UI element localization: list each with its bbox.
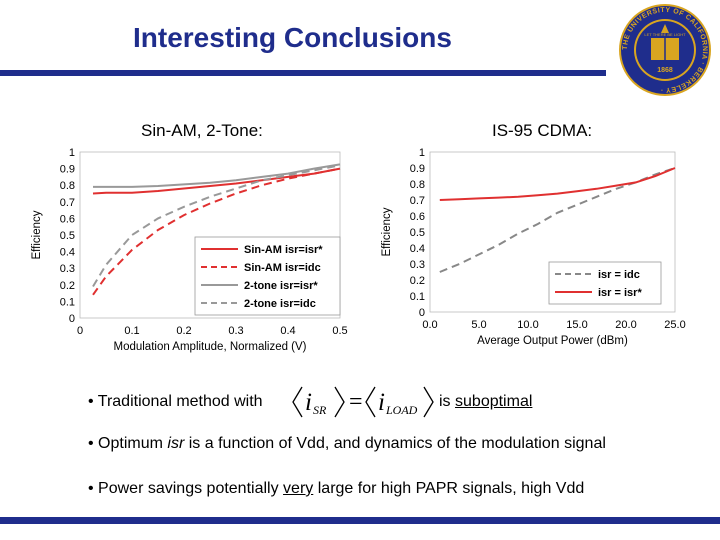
y-tick-label: 0.7 <box>60 197 75 209</box>
chart-caption-cdma: IS-95 CDMA: <box>492 121 593 140</box>
y-tick-label: 0.8 <box>60 180 75 192</box>
formula-lhs: i <box>305 389 312 416</box>
x-tick-label: 0.2 <box>176 325 191 337</box>
bullet2-suffix: is a function of Vdd, and dynamics of th… <box>188 435 606 452</box>
legend-box <box>548 261 662 305</box>
y-tick-label: 0.1 <box>410 291 425 303</box>
legend-entry: isr = idc <box>598 269 640 281</box>
y-tick-label: 0 <box>69 313 75 325</box>
legend-entry: 2-tone isr=isr* <box>244 280 318 292</box>
y-tick-label: 0.5 <box>60 230 75 242</box>
series-line-3 <box>93 163 341 188</box>
cdma-efficiency-chart: 00.10.20.30.40.50.60.70.80.910.0 5.0 10.0 1… <box>381 147 686 347</box>
x-tick-label: 25.0 <box>664 319 685 331</box>
y-tick-label: 0.9 <box>60 164 75 176</box>
bullet-power-savings: • Power savings potentially very large f… <box>88 480 584 498</box>
y-tick-label: 1 <box>419 147 425 159</box>
y-tick-label: 0.3 <box>410 259 425 271</box>
bullet-traditional-method: • Traditional method with <box>88 393 263 411</box>
seal-year: 1868 <box>657 67 673 74</box>
x-tick-label: 0 <box>77 325 83 337</box>
legend-entry: Sin-AM isr=idc <box>244 262 321 274</box>
formula-lhs-sub: SR <box>313 403 327 417</box>
bullet2-italic: isr <box>167 435 185 452</box>
series-line-2 <box>92 167 341 296</box>
y-tick-label: 0.2 <box>410 275 425 287</box>
y-tick-label: 0.7 <box>410 195 425 207</box>
y-axis-label: Efficiency <box>31 210 43 259</box>
series-line-2 <box>439 167 676 201</box>
chart-caption-sin-am: Sin-AM, 2-Tone: <box>141 121 263 140</box>
formula-equals: = <box>349 389 363 415</box>
y-tick-label: 0.6 <box>410 211 425 223</box>
series-line-4 <box>92 164 341 288</box>
x-tick-label: 15.0 <box>566 319 587 331</box>
sin-am-efficiency-chart: 0 0.1 0.2 0.3 0.4 0.5 0.6 0.7 0.8 0.9 1 0 0.1 0.2 0.3 0… <box>31 147 348 353</box>
footer-bar <box>0 517 720 524</box>
legend-entry: 2-tone isr=idc <box>244 298 316 310</box>
legend-entry: isr = isr* <box>598 287 642 299</box>
bullet1-underlined: suboptimal <box>455 393 533 410</box>
formula-rhs-sub: LOAD <box>385 403 418 417</box>
y-tick-label: 0.4 <box>410 243 425 255</box>
page-title: Interesting Conclusions <box>133 22 452 53</box>
university-seal-icon: THE UNIVERSITY OF CALIFORNIA · BERKELEY … <box>619 4 711 96</box>
y-tick-label: 0.4 <box>60 247 75 259</box>
x-tick-label: 0.4 <box>280 325 295 337</box>
bullet-optimum-isr: • Optimum isr is a function of Vdd, and … <box>88 435 606 453</box>
bullet1-prefix: • Traditional method with <box>88 393 263 410</box>
y-tick-label: 0.5 <box>410 227 425 239</box>
bullet1-suffix: is <box>439 393 451 410</box>
x-tick-label: 0.0 <box>422 319 437 331</box>
series-line-1 <box>92 167 341 195</box>
y-tick-label: 0.2 <box>60 280 75 292</box>
bullet3-suffix: large for high PAPR signals, high Vdd <box>317 480 585 497</box>
seal-motto: LET THERE BE LIGHT <box>644 32 686 37</box>
y-axis-label: Efficiency <box>381 207 393 256</box>
y-tick-label: 0.1 <box>60 296 75 308</box>
x-tick-label: 10.0 <box>517 319 538 331</box>
y-tick-label: 0.3 <box>60 263 75 275</box>
y-tick-label: 0.6 <box>60 213 75 225</box>
formula-rhs: i <box>378 389 385 416</box>
x-tick-label: 0.5 <box>332 325 347 337</box>
legend-entry: Sin-AM isr=isr* <box>244 244 323 256</box>
y-tick-label: 1 <box>69 147 75 159</box>
bullet3-prefix: • Power savings potentially <box>88 480 279 497</box>
bullet2-prefix: • Optimum <box>88 435 163 452</box>
y-tick-label: 0.9 <box>410 163 425 175</box>
x-tick-label: 20.0 <box>615 319 636 331</box>
y-tick-label: 0.8 <box>410 179 425 191</box>
x-tick-label: 0.1 <box>124 325 139 337</box>
isr-equals-iload-formula: i SR = i LOAD <box>292 386 434 418</box>
x-axis-label: Average Output Power (dBm) <box>477 335 628 347</box>
x-tick-label: 0.3 <box>228 325 243 337</box>
x-axis-label: Modulation Amplitude, Normalized (V) <box>113 341 306 353</box>
y-tick-label: 0 <box>419 307 425 319</box>
bullet1-conclusion: is suboptimal <box>439 393 532 411</box>
x-tick-label: 5.0 <box>471 319 486 331</box>
title-underline-bar <box>0 70 606 76</box>
bullet3-underlined: very <box>283 480 314 497</box>
